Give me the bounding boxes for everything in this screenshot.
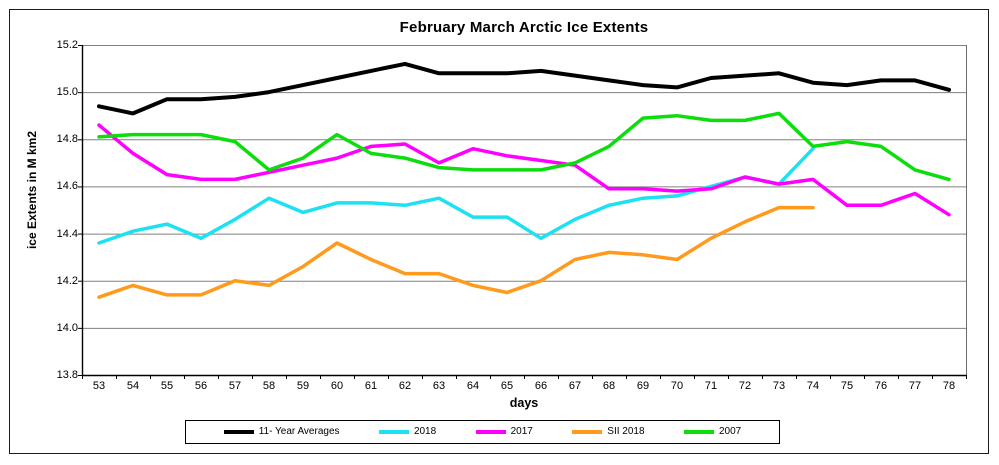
legend: 11- Year Averages 2018 2017 SII 2018 2007 [185,420,780,444]
y-tick-label: 15.0 [56,86,78,99]
y-tick-label: 15.2 [56,39,78,51]
legend-item-label: 2017 [510,426,533,437]
x-tick-label: 70 [670,380,684,392]
y-tick-label: 14.2 [56,274,78,287]
x-tick-label: 67 [568,380,582,392]
legend-item: 2007 [683,426,742,437]
chart-title: February March Arctic Ice Extents [399,19,649,36]
y-tick-label: 14.4 [56,227,78,240]
x-tick-label: 74 [806,380,820,392]
legend-line-sample [683,430,714,434]
x-tick-label: 66 [534,380,548,392]
x-tick-label: 56 [194,380,208,392]
x-tick-label: 62 [398,380,412,392]
x-tick-label: 77 [908,380,922,392]
x-tick-label: 68 [602,380,616,392]
chart-outer-border [9,9,989,454]
x-tick-label: 71 [704,380,718,392]
x-tick-label: 69 [636,380,650,392]
series-line-2007 [97,111,951,182]
x-tick-label: 60 [330,380,344,392]
x-tick-label: 76 [874,380,888,392]
x-axis-title: days [509,396,539,410]
x-tick-label: 65 [500,380,514,392]
legend-item: 11- Year Averages [223,426,340,437]
x-tick-label: 59 [296,380,310,392]
series-line-sii-2018 [97,205,815,299]
x-tick-label: 72 [738,380,752,392]
legend-item: SII 2018 [572,426,645,437]
x-tick-label: 64 [466,380,480,392]
x-tick-label: 63 [432,380,446,392]
x-tick-label: 54 [126,380,140,392]
legend-line-sample [475,430,506,434]
y-tick-label: 13.8 [56,369,78,381]
legend-line-sample [378,430,409,434]
y-tick-label: 14.0 [56,321,78,334]
x-tick-label: 78 [942,380,956,392]
y-tick-label: 14.8 [56,133,78,146]
y-tick-label: 14.6 [56,180,78,193]
x-tick-label: 53 [92,380,106,392]
x-tick-label: 57 [228,380,242,392]
legend-item-label: SII 2018 [607,426,645,437]
legend-item-label: 2007 [718,426,742,437]
x-tick-label: 73 [772,380,786,392]
x-tick-label: 61 [364,380,378,392]
legend-item-label: 2018 [413,426,437,437]
legend-item: 2018 [378,426,437,437]
legend-item-label: 11- Year Averages [258,426,340,437]
legend-item: 2017 [475,426,533,437]
legend-line-sample [572,430,603,434]
x-tick-label: 75 [840,380,854,392]
legend-line-sample [223,430,254,434]
x-tick-label: 58 [262,380,276,392]
series-line-2017 [97,123,951,217]
series-line-11--year-averages [97,61,951,116]
x-tick-label: 55 [160,380,174,392]
series-line-2018 [97,146,815,245]
